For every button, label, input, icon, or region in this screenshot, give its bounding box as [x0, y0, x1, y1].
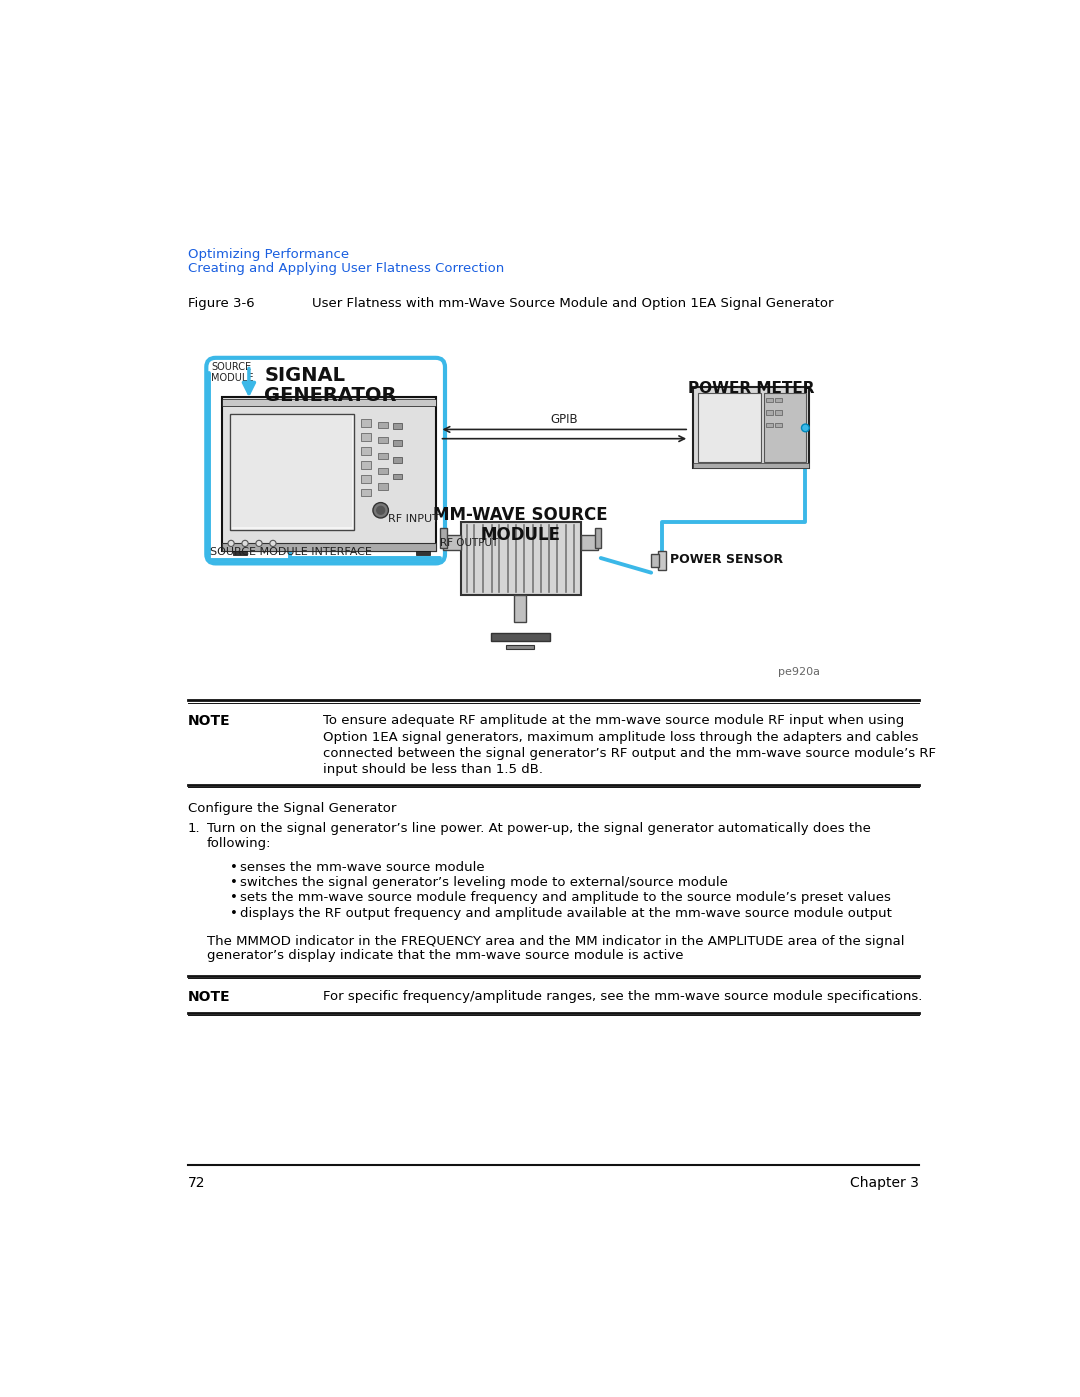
Text: Creating and Applying User Flatness Correction: Creating and Applying User Flatness Corr…: [188, 261, 504, 275]
Circle shape: [373, 503, 389, 518]
Bar: [460, 522, 581, 595]
Circle shape: [801, 425, 809, 432]
Bar: [514, 595, 526, 622]
Text: NOTE: NOTE: [188, 714, 230, 728]
Text: displays the RF output frequency and amplitude available at the mm-wave source m: displays the RF output frequency and amp…: [241, 907, 892, 919]
Text: SOURCE
MODULE: SOURCE MODULE: [211, 362, 254, 383]
Text: SOURCE MODULE INTERFACE: SOURCE MODULE INTERFACE: [211, 548, 372, 557]
Bar: [775, 422, 782, 427]
Text: To ensure adequate RF amplitude at the mm-wave source module RF input when using: To ensure adequate RF amplitude at the m…: [323, 714, 905, 728]
Bar: [766, 422, 773, 427]
Text: sets the mm-wave source module frequency and amplitude to the source module’s pr: sets the mm-wave source module frequency…: [241, 891, 891, 904]
Bar: [361, 461, 372, 469]
Text: •: •: [230, 907, 239, 919]
Bar: [393, 423, 403, 429]
Text: Optimizing Performance: Optimizing Performance: [188, 249, 349, 261]
Circle shape: [376, 506, 386, 515]
Bar: [378, 422, 389, 427]
Bar: [361, 489, 372, 496]
Bar: [490, 633, 550, 641]
Text: Turn on the signal generator’s line power. At power-up, the signal generator aut: Turn on the signal generator’s line powe…: [207, 823, 870, 835]
Text: Chapter 3: Chapter 3: [850, 1176, 919, 1190]
Bar: [361, 475, 372, 482]
Bar: [233, 550, 247, 555]
Text: POWER METER: POWER METER: [688, 381, 814, 395]
Bar: [230, 414, 354, 529]
Text: SIGNAL
GENERATOR: SIGNAL GENERATOR: [265, 366, 397, 405]
Bar: [698, 393, 761, 462]
Bar: [595, 528, 600, 548]
Text: User Flatness with mm-Wave Source Module and Option 1EA Signal Generator: User Flatness with mm-Wave Source Module…: [312, 298, 833, 310]
Circle shape: [242, 541, 248, 546]
Circle shape: [228, 541, 234, 546]
Bar: [766, 411, 773, 415]
Text: MM-WAVE SOURCE
MODULE: MM-WAVE SOURCE MODULE: [433, 507, 607, 543]
Text: RF INPUT: RF INPUT: [388, 514, 438, 524]
Text: pe920a: pe920a: [779, 666, 820, 676]
Text: Figure 3-6: Figure 3-6: [188, 298, 254, 310]
Bar: [775, 398, 782, 402]
Text: Configure the Signal Generator: Configure the Signal Generator: [188, 802, 396, 814]
Text: NOTE: NOTE: [188, 990, 230, 1004]
Text: 1.: 1.: [188, 823, 200, 835]
Bar: [693, 462, 809, 468]
Bar: [658, 550, 666, 570]
Bar: [378, 453, 389, 458]
Text: Option 1EA signal generators, maximum amplitude loss through the adapters and ca: Option 1EA signal generators, maximum am…: [323, 731, 919, 743]
Bar: [378, 483, 389, 489]
Text: following:: following:: [207, 837, 271, 849]
Text: switches the signal generator’s leveling mode to external/source module: switches the signal generator’s leveling…: [241, 876, 728, 888]
Bar: [221, 398, 435, 407]
Bar: [221, 543, 435, 550]
Text: input should be less than 1.5 dB.: input should be less than 1.5 dB.: [323, 763, 543, 775]
Text: The MMMOD indicator in the FREQUENCY area and the MM indicator in the AMPLITUDE : The MMMOD indicator in the FREQUENCY are…: [207, 935, 905, 947]
Bar: [775, 411, 782, 415]
Text: For specific frequency/amplitude ranges, see the mm-wave source module specifica: For specific frequency/amplitude ranges,…: [323, 990, 922, 1003]
Bar: [378, 468, 389, 474]
Text: GPIB: GPIB: [551, 412, 578, 426]
Text: POWER SENSOR: POWER SENSOR: [670, 553, 783, 566]
Bar: [393, 440, 403, 446]
Text: •: •: [230, 861, 239, 873]
Circle shape: [256, 541, 262, 546]
Text: 72: 72: [188, 1176, 205, 1190]
Bar: [441, 528, 446, 548]
Bar: [361, 419, 372, 427]
Bar: [361, 447, 372, 455]
Bar: [393, 457, 403, 462]
Bar: [416, 550, 430, 555]
Bar: [507, 645, 535, 648]
Text: RF OUTPUT: RF OUTPUT: [440, 538, 498, 549]
Bar: [378, 437, 389, 443]
Bar: [393, 474, 403, 479]
Text: •: •: [230, 891, 239, 904]
Circle shape: [270, 541, 276, 546]
Bar: [221, 397, 435, 550]
Bar: [651, 555, 659, 567]
Bar: [765, 393, 806, 462]
Text: senses the mm-wave source module: senses the mm-wave source module: [241, 861, 485, 873]
Bar: [361, 433, 372, 441]
Bar: [766, 398, 773, 402]
Bar: [693, 387, 809, 468]
Bar: [444, 535, 460, 550]
Text: •: •: [230, 876, 239, 888]
Text: connected between the signal generator’s RF output and the mm-wave source module: connected between the signal generator’s…: [323, 746, 936, 760]
Bar: [581, 535, 597, 550]
Text: generator’s display indicate that the mm-wave source module is active: generator’s display indicate that the mm…: [207, 949, 684, 963]
Bar: [232, 416, 352, 527]
